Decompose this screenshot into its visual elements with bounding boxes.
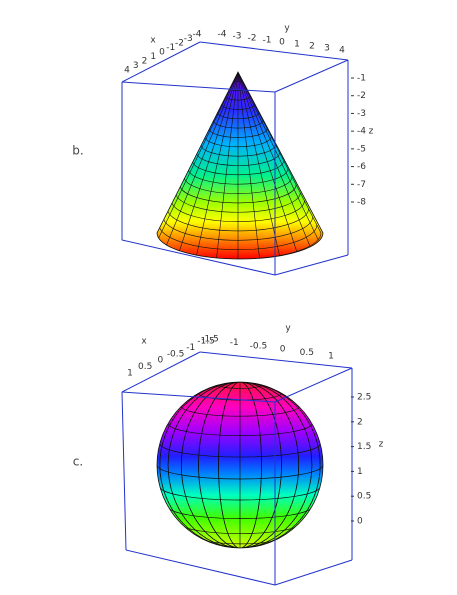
sphere-mesh: [157, 382, 323, 548]
x-tick-label: 1: [150, 52, 156, 62]
z-tick-label: -8: [357, 198, 366, 208]
x-tick-label: -0.5: [167, 349, 185, 359]
y-tick-label: -1: [230, 338, 239, 348]
cone-meridian: [157, 72, 239, 240]
cone-meridian: [216, 72, 239, 259]
x-tick-label: -2: [175, 39, 184, 49]
x-tick-label: 0.5: [138, 362, 152, 372]
box-edge: [199, 41, 349, 61]
z-tick-label: 2: [357, 417, 363, 427]
cone-meridian: [237, 72, 280, 256]
x-tick-label: 3: [133, 61, 139, 71]
y-tick-label: 1: [328, 352, 334, 362]
cone-meridian: [237, 72, 311, 247]
cone-meridian: [196, 72, 239, 256]
y-tick-label: -3: [233, 32, 242, 42]
cone-meridian: [179, 72, 239, 252]
z-tick-label: -3: [357, 109, 366, 119]
box-edge: [121, 391, 127, 551]
cone-meridian: [237, 72, 319, 240]
axis-box: [121, 41, 349, 276]
cone-surface: [156, 71, 324, 260]
z-tick-label: -1: [357, 74, 366, 84]
sphere-parallel: [180, 406, 300, 417]
x-tick-label: 2: [142, 57, 148, 67]
x-tick-label: 0: [158, 356, 164, 366]
x-axis-label: x: [141, 337, 147, 347]
y-tick-label: 3: [324, 44, 330, 54]
sphere-meridian: [198, 382, 282, 548]
x-tick-label: 4: [124, 66, 130, 76]
z-tick-label: 1: [357, 467, 363, 477]
axis-box: [121, 351, 353, 586]
sphere-parallel: [157, 464, 323, 480]
plots: 4 3 2 1 0 -1 -2 -3 -4 -4 -3 -2 -1 0 1 2 3 4-1-2-3-4-5-6-7…: [72, 24, 384, 586]
x-tick-label: -4: [193, 30, 202, 40]
x-axis-label: x: [150, 36, 156, 46]
z-axis-label: z: [379, 440, 384, 450]
cone-meridian: [237, 72, 297, 252]
box-edge: [274, 254, 349, 276]
y-axis-label: y: [285, 324, 291, 334]
sphere-parallel: [159, 443, 321, 458]
box-edge: [121, 351, 201, 393]
sphere-meridian: [167, 382, 313, 548]
z-tick-label: -5: [357, 144, 366, 154]
y-tick-label: -1: [263, 36, 272, 46]
sphere-parallel: [167, 506, 313, 519]
sphere-meridian: [180, 382, 300, 548]
y-tick-label: -1.5: [201, 335, 219, 345]
y-tick-label: 0: [279, 38, 285, 48]
y-axis-label: y: [284, 24, 290, 34]
y-tick-label: 2: [309, 42, 315, 52]
z-axis-label: z: [369, 127, 374, 137]
box-edge: [199, 351, 353, 369]
cone-mesh: [157, 72, 322, 259]
x-tick-label: 1: [127, 369, 133, 379]
cone-meridian: [237, 72, 322, 234]
x-tick-label: 0: [159, 48, 165, 58]
x-tick-label: -1: [166, 43, 175, 53]
z-tick-label: 1.5: [357, 442, 371, 452]
z-tick-label: 0: [357, 517, 363, 527]
box-edge: [121, 81, 276, 93]
z-tick-label: -7: [357, 180, 366, 190]
y-tick-label: 0.5: [300, 348, 314, 358]
sphere-meridian: [218, 382, 262, 548]
box-edge: [274, 367, 353, 403]
box-edge: [125, 549, 276, 586]
panel-label: b.: [72, 144, 83, 158]
sphere-parallel: [167, 423, 313, 436]
x-tick-label: -1.5: [197, 337, 215, 347]
panel-label: c.: [73, 455, 83, 469]
box-edge: [274, 59, 349, 93]
sphere-parallel: [180, 523, 300, 534]
sphere-parallel: [218, 384, 262, 389]
x-tick-label: -1: [186, 343, 195, 353]
y-tick-label: 0: [280, 345, 286, 355]
box-edge: [121, 391, 276, 403]
sphere-surface: [156, 381, 324, 549]
cone-meridian: [237, 72, 260, 259]
y-tick-label: 1: [294, 40, 300, 50]
cone-meridian: [165, 72, 239, 247]
box-edge: [121, 41, 201, 83]
z-tick-label: 2.5: [357, 393, 371, 403]
sphere-meridian: [159, 382, 321, 548]
y-tick-label: -2: [248, 34, 257, 44]
z-tick-label: -4: [357, 127, 366, 137]
x-tick-label: -3: [184, 34, 193, 44]
z-tick-label: -2: [357, 91, 366, 101]
y-tick-label: 4: [339, 46, 345, 56]
box-edge: [274, 559, 353, 586]
z-tick-label: 0.5: [357, 492, 371, 502]
y-tick-label: -0.5: [250, 341, 268, 351]
y-tick-label: -4: [218, 30, 227, 40]
sphere-parallel: [159, 486, 321, 501]
box-edge: [121, 239, 276, 276]
z-tick-label: -6: [357, 162, 366, 172]
